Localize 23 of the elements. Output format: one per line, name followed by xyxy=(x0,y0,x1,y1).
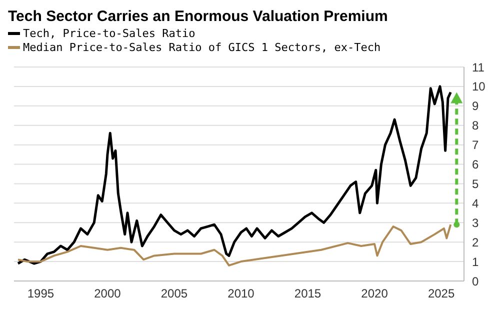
y-tick-label: 3 xyxy=(472,216,479,230)
x-tick-label: 2020 xyxy=(361,286,388,301)
y-tick-label: 2 xyxy=(472,235,479,250)
y-tick-label: 10 xyxy=(472,80,486,94)
y-tick-label: 4 xyxy=(472,196,479,210)
y-tick-label: 5 xyxy=(472,176,479,191)
x-tick-label: 2010 xyxy=(228,286,255,301)
x-tick-label: 2015 xyxy=(294,286,322,301)
y-tick-label: 0 xyxy=(472,274,479,288)
legend-label: Median Price-to-Sales Ratio of GICS 1 Sectors, ex-Tech xyxy=(23,41,381,54)
y-tick-label: 7 xyxy=(472,138,479,152)
x-tick-label: 2005 xyxy=(160,286,188,301)
y-tick-label: 9 xyxy=(472,99,479,114)
x-tick-label: 1995 xyxy=(27,286,54,301)
y-tick-label: 6 xyxy=(472,158,479,172)
chart-title: Tech Sector Carries an Enormous Valuation Premium xyxy=(8,8,389,25)
y-tick-label: 11 xyxy=(472,60,485,74)
y-tick-label: 8 xyxy=(472,118,479,133)
line-series xyxy=(17,224,452,266)
x-tick-label: 2000 xyxy=(94,286,122,301)
legend-label: Tech, Price-to-Sales Ratio xyxy=(23,27,196,40)
x-tick-label: 2025 xyxy=(428,286,455,301)
y-tick-label: 1 xyxy=(472,254,479,269)
